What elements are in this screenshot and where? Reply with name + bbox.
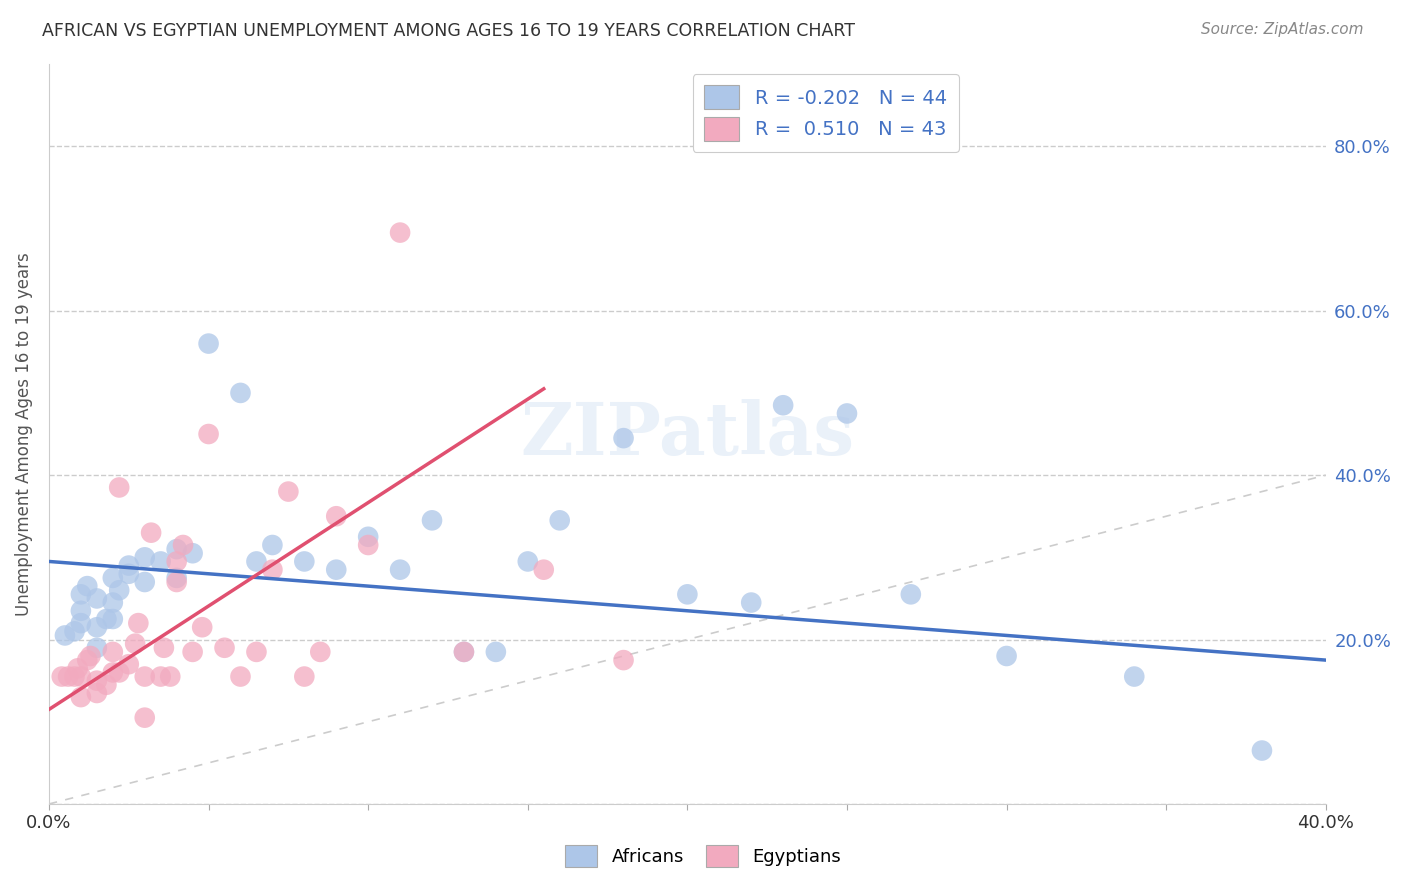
Point (149, 554, 172, 568)
Point (86, 673, 108, 688)
Point (533, 563, 555, 577)
Point (389, 226, 412, 240)
Point (166, 571, 188, 585)
Point (485, 645, 508, 659)
Point (277, 484, 299, 499)
Point (134, 669, 156, 683)
Point (309, 645, 332, 659)
Point (76, 579, 98, 593)
Text: Source: ZipAtlas.com: Source: ZipAtlas.com (1201, 22, 1364, 37)
Point (86, 591, 108, 606)
Point (108, 583, 131, 598)
Point (197, 427, 219, 442)
Point (166, 574, 188, 589)
Point (900, 587, 922, 601)
Point (108, 480, 131, 494)
Point (101, 665, 124, 680)
Point (70, 587, 93, 601)
Point (86, 686, 108, 700)
Point (66, 661, 89, 675)
Point (214, 640, 236, 655)
Point (86, 620, 108, 634)
Point (70, 669, 93, 683)
Point (127, 616, 149, 631)
Point (63, 669, 86, 683)
Point (245, 645, 267, 659)
Point (86, 640, 108, 655)
Point (292, 669, 315, 683)
Point (740, 596, 762, 610)
Point (53, 628, 76, 642)
Legend: Africans, Egyptians: Africans, Egyptians (557, 838, 849, 874)
Point (772, 398, 794, 412)
Point (548, 513, 571, 527)
Point (1123, 669, 1146, 683)
Point (70, 604, 93, 618)
Point (995, 648, 1018, 663)
Point (181, 546, 204, 560)
Point (325, 563, 347, 577)
Point (420, 513, 443, 527)
Point (181, 645, 204, 659)
Y-axis label: Unemployment Among Ages 16 to 19 years: Unemployment Among Ages 16 to 19 years (15, 252, 32, 615)
Point (101, 645, 124, 659)
Point (197, 336, 219, 351)
Point (166, 542, 188, 557)
Point (612, 431, 634, 445)
Point (516, 554, 538, 568)
Point (1251, 743, 1274, 757)
Point (96, 612, 118, 626)
Point (134, 711, 156, 725)
Point (76, 653, 98, 667)
Point (101, 571, 124, 585)
Point (453, 645, 475, 659)
Point (101, 596, 124, 610)
Point (159, 669, 181, 683)
Point (153, 640, 176, 655)
Point (134, 550, 156, 565)
Point (172, 538, 194, 552)
Point (63, 624, 86, 639)
Text: AFRICAN VS EGYPTIAN UNEMPLOYMENT AMONG AGES 16 TO 19 YEARS CORRELATION CHART: AFRICAN VS EGYPTIAN UNEMPLOYMENT AMONG A… (42, 22, 855, 40)
Point (51, 669, 73, 683)
Legend: R = -0.202   N = 44, R =  0.510   N = 43: R = -0.202 N = 44, R = 0.510 N = 43 (693, 74, 959, 153)
Point (134, 574, 156, 589)
Point (79, 648, 101, 663)
Point (96, 678, 118, 692)
Point (292, 554, 315, 568)
Point (139, 525, 162, 540)
Point (191, 620, 214, 634)
Point (149, 669, 172, 683)
Point (357, 538, 380, 552)
Point (70, 690, 93, 705)
Point (124, 637, 146, 651)
Point (612, 653, 634, 667)
Point (453, 645, 475, 659)
Point (676, 587, 699, 601)
Point (357, 530, 380, 544)
Point (166, 554, 188, 568)
Point (108, 665, 131, 680)
Point (262, 538, 284, 552)
Point (389, 563, 412, 577)
Text: ZIPatlas: ZIPatlas (520, 399, 855, 469)
Point (56, 669, 79, 683)
Point (835, 407, 858, 421)
Point (118, 657, 141, 672)
Point (245, 554, 267, 568)
Point (70, 616, 93, 631)
Point (118, 566, 141, 581)
Point (101, 612, 124, 626)
Point (118, 558, 141, 573)
Point (229, 385, 252, 400)
Point (229, 669, 252, 683)
Point (325, 509, 347, 524)
Point (262, 563, 284, 577)
